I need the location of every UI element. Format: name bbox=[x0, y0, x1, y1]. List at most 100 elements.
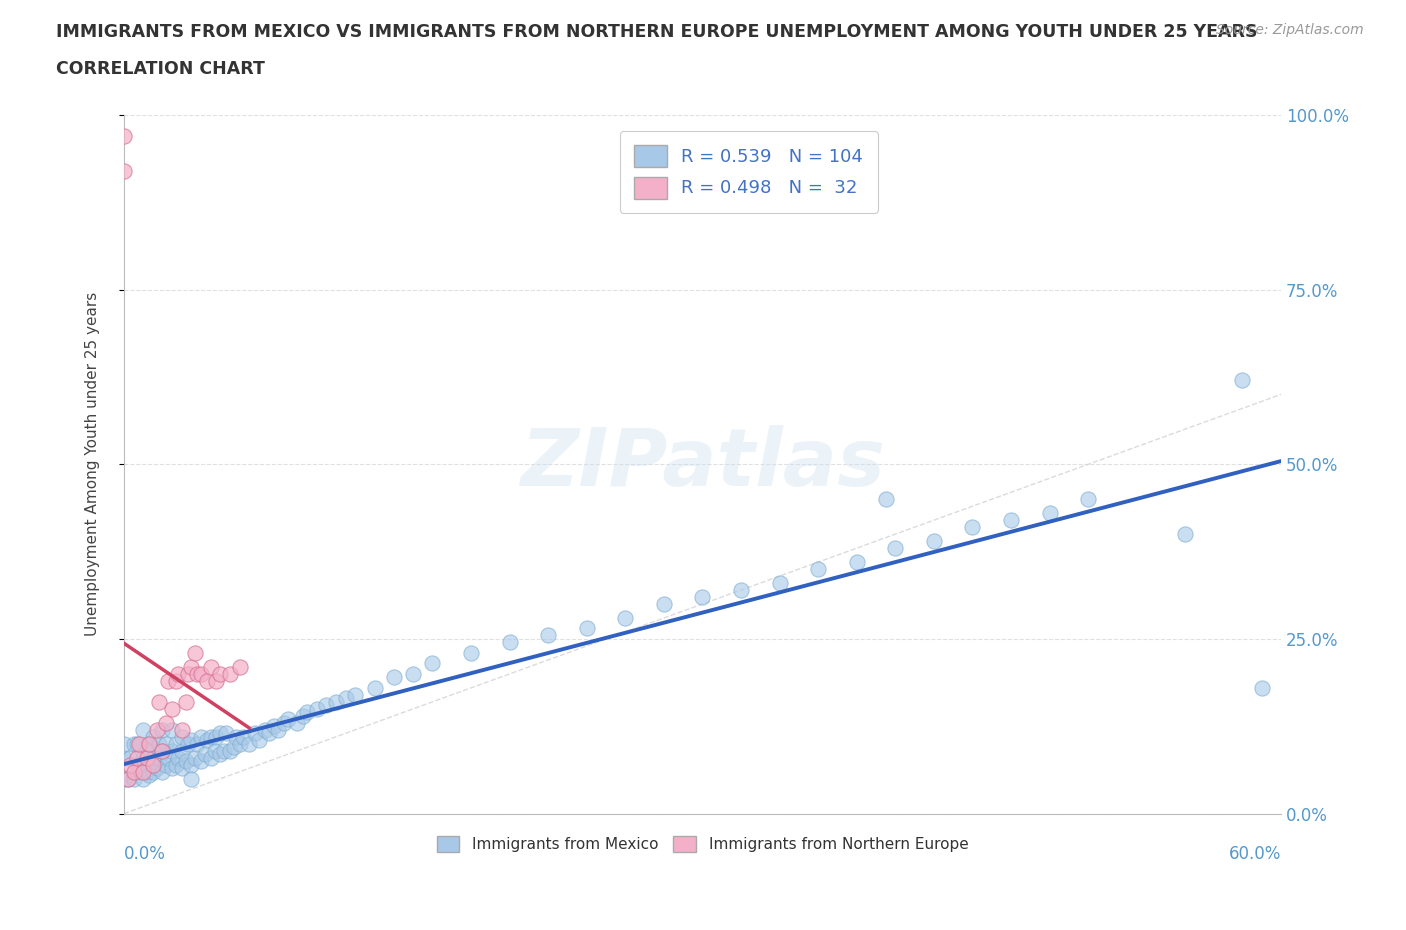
Point bbox=[200, 729, 222, 744]
Point bbox=[132, 764, 155, 779]
Point bbox=[253, 723, 276, 737]
Text: ZIPatlas: ZIPatlas bbox=[520, 425, 884, 503]
Point bbox=[186, 667, 208, 682]
Point bbox=[180, 757, 202, 772]
Point bbox=[190, 729, 212, 744]
Point bbox=[186, 737, 208, 751]
Point bbox=[170, 723, 193, 737]
Point bbox=[155, 757, 177, 772]
Point bbox=[190, 667, 212, 682]
Point bbox=[127, 751, 149, 765]
Point bbox=[1173, 526, 1195, 541]
Point bbox=[184, 645, 207, 660]
Point bbox=[145, 723, 167, 737]
Point bbox=[112, 128, 135, 143]
Text: 60.0%: 60.0% bbox=[1229, 845, 1281, 863]
Point bbox=[118, 751, 141, 765]
Point bbox=[575, 621, 598, 636]
Point bbox=[112, 751, 135, 765]
Point bbox=[180, 733, 202, 748]
Point bbox=[165, 673, 187, 688]
Text: Source: ZipAtlas.com: Source: ZipAtlas.com bbox=[1216, 23, 1364, 37]
Point bbox=[652, 597, 675, 612]
Point bbox=[127, 737, 149, 751]
Text: CORRELATION CHART: CORRELATION CHART bbox=[56, 60, 266, 78]
Point bbox=[117, 771, 139, 786]
Point bbox=[136, 751, 159, 765]
Legend: Immigrants from Mexico, Immigrants from Northern Europe: Immigrants from Mexico, Immigrants from … bbox=[430, 830, 974, 858]
Point bbox=[287, 715, 309, 730]
Point bbox=[142, 751, 165, 765]
Point bbox=[165, 737, 187, 751]
Point bbox=[537, 628, 560, 643]
Point bbox=[152, 723, 174, 737]
Point bbox=[498, 635, 520, 650]
Point bbox=[155, 737, 177, 751]
Point bbox=[170, 743, 193, 758]
Point bbox=[277, 711, 299, 726]
Point bbox=[142, 757, 165, 772]
Point bbox=[962, 520, 984, 535]
Point bbox=[382, 670, 405, 684]
Point bbox=[335, 691, 357, 706]
Point bbox=[165, 757, 187, 772]
Point bbox=[170, 729, 193, 744]
Point bbox=[127, 764, 149, 779]
Point bbox=[148, 695, 170, 710]
Point bbox=[884, 540, 907, 555]
Point bbox=[136, 743, 159, 758]
Point bbox=[142, 729, 165, 744]
Point bbox=[243, 725, 266, 740]
Point bbox=[363, 681, 385, 696]
Point bbox=[295, 705, 318, 720]
Point bbox=[128, 737, 150, 751]
Point bbox=[174, 695, 197, 710]
Point bbox=[167, 751, 190, 765]
Point bbox=[180, 771, 202, 786]
Point bbox=[152, 743, 174, 758]
Point bbox=[219, 667, 242, 682]
Point bbox=[160, 701, 183, 716]
Point bbox=[132, 771, 155, 786]
Point bbox=[148, 751, 170, 765]
Point bbox=[122, 764, 145, 779]
Point bbox=[257, 725, 280, 740]
Point bbox=[247, 733, 270, 748]
Point bbox=[145, 761, 167, 776]
Point bbox=[167, 667, 190, 682]
Point bbox=[1077, 492, 1099, 507]
Point bbox=[142, 764, 165, 779]
Point bbox=[176, 667, 198, 682]
Point bbox=[194, 747, 217, 762]
Point bbox=[174, 754, 197, 769]
Point bbox=[1000, 512, 1022, 527]
Point bbox=[212, 743, 235, 758]
Point bbox=[222, 740, 245, 755]
Point bbox=[128, 757, 150, 772]
Point bbox=[273, 715, 295, 730]
Point bbox=[112, 771, 135, 786]
Point bbox=[205, 729, 228, 744]
Point bbox=[112, 737, 135, 751]
Point bbox=[614, 611, 637, 626]
Point bbox=[200, 659, 222, 674]
Point bbox=[205, 673, 228, 688]
Point bbox=[180, 659, 202, 674]
Point bbox=[692, 590, 714, 604]
Point bbox=[132, 751, 155, 765]
Point bbox=[209, 667, 232, 682]
Point bbox=[170, 761, 193, 776]
Point bbox=[922, 534, 945, 549]
Point bbox=[292, 709, 315, 724]
Point bbox=[209, 725, 232, 740]
Point bbox=[305, 701, 328, 716]
Point bbox=[157, 673, 180, 688]
Text: IMMIGRANTS FROM MEXICO VS IMMIGRANTS FROM NORTHERN EUROPE UNEMPLOYMENT AMONG YOU: IMMIGRANTS FROM MEXICO VS IMMIGRANTS FRO… bbox=[56, 23, 1258, 41]
Point bbox=[225, 729, 247, 744]
Point bbox=[200, 751, 222, 765]
Point bbox=[152, 743, 174, 758]
Point bbox=[138, 737, 160, 751]
Point bbox=[344, 687, 367, 702]
Point bbox=[232, 729, 254, 744]
Point bbox=[215, 725, 238, 740]
